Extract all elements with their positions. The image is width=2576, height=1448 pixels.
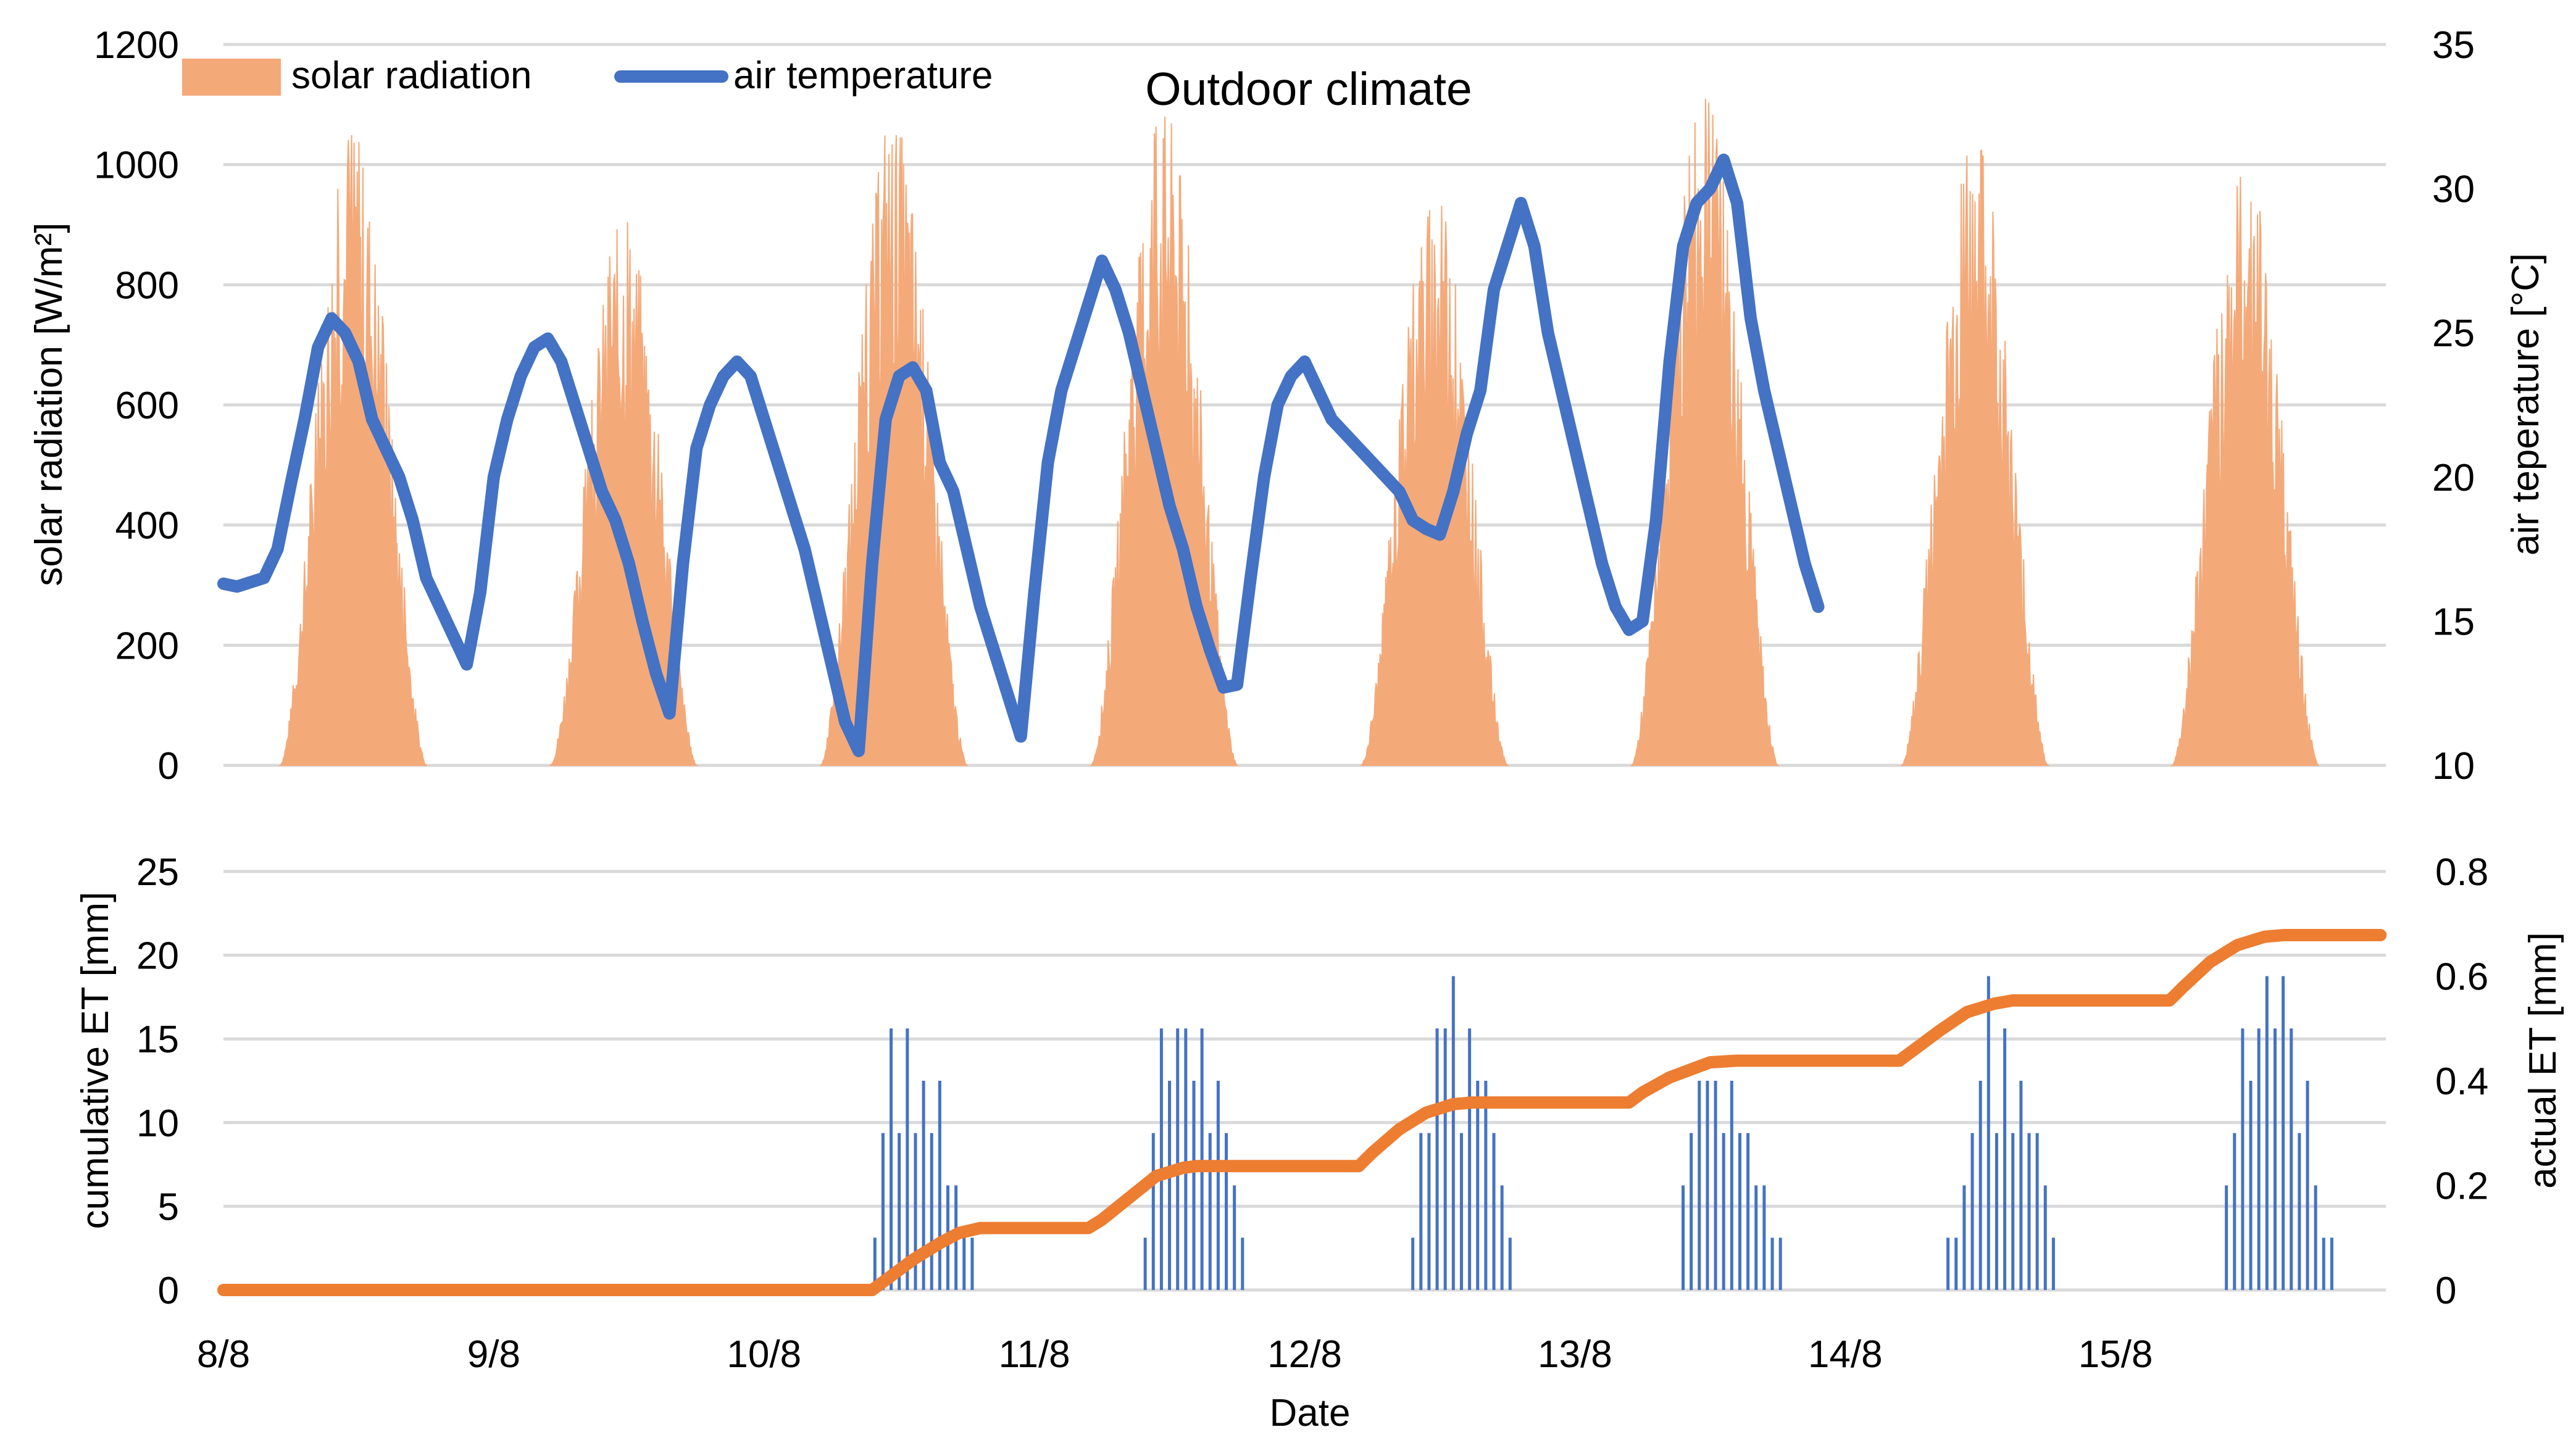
legend: solar radiation air temperature bbox=[182, 54, 993, 97]
top-y-tick-label: 400 bbox=[115, 505, 179, 547]
x-tick-label: 15/8 bbox=[2078, 1333, 2153, 1376]
x-axis-title: Date bbox=[1270, 1392, 1351, 1434]
x-tick-label: 13/8 bbox=[1538, 1333, 1612, 1376]
legend-solar-label: solar radiation bbox=[291, 54, 531, 97]
solar-radiation-day-8 bbox=[2170, 177, 2320, 766]
solar-radiation-day-1 bbox=[278, 135, 428, 766]
bottom-y2-tick-label: 0.2 bbox=[2435, 1165, 2488, 1208]
x-tick-label: 12/8 bbox=[1267, 1333, 1342, 1376]
top-y-tick-label: 200 bbox=[115, 625, 179, 667]
top-y-tick-label: 0 bbox=[158, 745, 179, 788]
bottom-y2-tick-label: 0.6 bbox=[2435, 956, 2488, 999]
solar-radiation-day-3 bbox=[819, 135, 969, 766]
bottom-axis-ticks: 0 5 10 15 20 25 0 0.2 0.4 0.6 0.8 8/8 9/8 10/8 11/8 12/… bbox=[136, 851, 2488, 1376]
top-y-axis-title: solar radiation [W/m²] bbox=[28, 222, 70, 586]
top-y2-axis-title: air teperature [°C] bbox=[2504, 253, 2547, 555]
bottom-gridlines bbox=[223, 870, 2386, 1292]
legend-temp-label: air temperature bbox=[733, 54, 993, 97]
bottom-y2-tick-label: 0.8 bbox=[2435, 851, 2488, 894]
cumulative-et-line bbox=[217, 929, 2387, 1296]
bottom-y2-tick-label: 0 bbox=[2435, 1270, 2456, 1312]
top-y2-tick-label: 20 bbox=[2432, 457, 2475, 499]
bottom-y-tick-label: 20 bbox=[136, 935, 179, 978]
x-tick-label: 10/8 bbox=[727, 1333, 801, 1376]
top-y2-tick-label: 35 bbox=[2432, 24, 2475, 67]
actual-et-bars bbox=[873, 976, 2333, 1290]
x-tick-label: 11/8 bbox=[999, 1333, 1070, 1376]
bottom-y-tick-label: 5 bbox=[158, 1186, 179, 1228]
chart-title: Outdoor climate bbox=[1145, 63, 1472, 115]
top-y-tick-label: 1000 bbox=[94, 144, 179, 187]
top-y2-tick-label: 15 bbox=[2432, 601, 2475, 643]
top-axis-ticks: 0 200 400 600 800 1000 1200 10 15 20 25 30 35 bbox=[94, 24, 2475, 788]
top-y2-tick-label: 10 bbox=[2432, 745, 2475, 788]
top-y-tick-label: 1200 bbox=[94, 24, 179, 67]
solar-radiation-day-5 bbox=[1360, 206, 1509, 766]
top-y2-tick-label: 25 bbox=[2432, 312, 2475, 355]
bottom-y2-tick-label: 0.4 bbox=[2435, 1060, 2488, 1103]
top-gridlines bbox=[223, 43, 2386, 767]
top-y-tick-label: 800 bbox=[115, 264, 179, 307]
top-y-tick-label: 600 bbox=[115, 385, 179, 427]
air-temperature-polyline bbox=[217, 153, 1825, 757]
top-y2-tick-label: 30 bbox=[2432, 169, 2475, 211]
bottom-y-tick-label: 0 bbox=[158, 1270, 179, 1312]
x-tick-label: 8/8 bbox=[197, 1333, 250, 1376]
bottom-y-axis-title: cumulative ET [mm] bbox=[74, 892, 117, 1230]
legend-solar-swatch bbox=[182, 59, 281, 96]
bottom-y2-axis-title: actual ET [mm] bbox=[2522, 932, 2564, 1189]
air-temperature-line bbox=[217, 153, 1825, 757]
bottom-y-tick-label: 10 bbox=[136, 1102, 179, 1145]
bottom-y-tick-label: 25 bbox=[136, 851, 179, 894]
solar-radiation-day-7 bbox=[1900, 149, 2050, 766]
bottom-y-tick-label: 15 bbox=[136, 1018, 179, 1061]
cumulative-et-polyline bbox=[217, 929, 2387, 1296]
x-tick-label: 14/8 bbox=[1808, 1333, 1883, 1376]
x-tick-label: 9/8 bbox=[467, 1333, 520, 1376]
solar-radiation-day-6 bbox=[1630, 98, 1780, 766]
